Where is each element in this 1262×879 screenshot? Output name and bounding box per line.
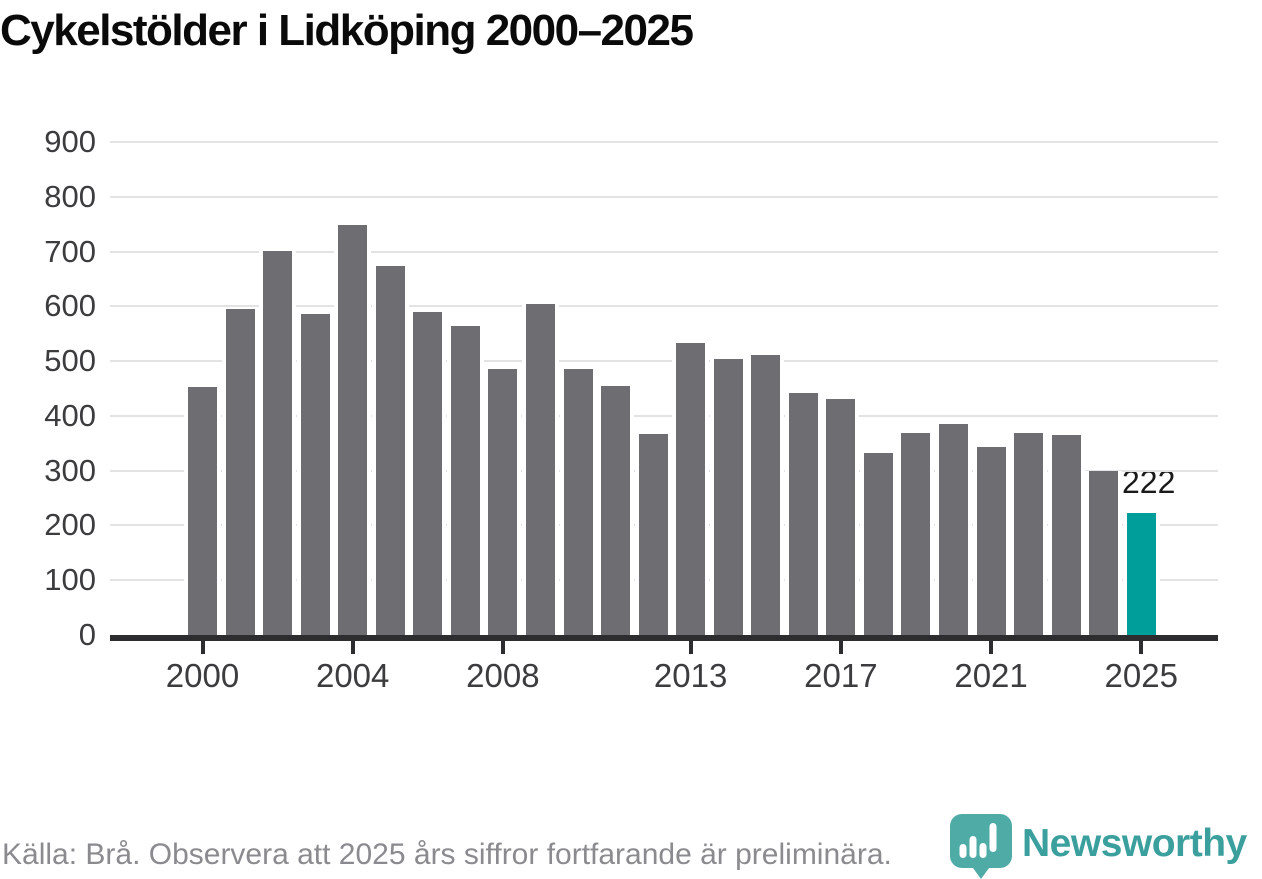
source-note: Källa: Brå. Observera att 2025 års siffr…	[2, 838, 892, 871]
bar-2002	[263, 251, 293, 635]
y-tick-label-900: 900	[44, 124, 96, 159]
bar-2011	[601, 386, 631, 635]
bar-2017	[826, 398, 856, 635]
bar-2014	[713, 359, 743, 635]
bar-2003	[300, 314, 330, 635]
bar-2015	[751, 355, 781, 635]
x-tick-label-2017: 2017	[804, 657, 878, 694]
x-tick-2017	[838, 641, 843, 654]
bar-2024	[1089, 471, 1119, 635]
y-tick-label-700: 700	[44, 233, 96, 269]
bar-2010	[563, 368, 593, 635]
x-tick-2000	[200, 641, 205, 654]
bar-2009	[525, 303, 555, 635]
bar-2004	[338, 225, 368, 635]
bar-chart: 222 0 100 200 300 400 500 600 700 800 900 2000 2004…	[44, 125, 1218, 694]
gridline-400	[110, 414, 1218, 417]
chart-title: Cykelstölder i Lidköping 2000–2025	[0, 6, 694, 55]
x-tick-label-2021: 2021	[954, 657, 1028, 694]
bar-2005	[375, 265, 405, 635]
x-tick-2013	[688, 641, 693, 654]
gridline-800	[110, 195, 1218, 198]
newsworthy-logo: Newsworthy	[946, 810, 1262, 879]
bar-2006	[413, 312, 443, 635]
y-tick-label-0: 0	[78, 617, 96, 652]
bar-2008	[488, 369, 518, 635]
gridline-600	[110, 305, 1218, 308]
x-tick-2004	[350, 641, 355, 654]
y-tick-label-400: 400	[44, 397, 96, 433]
bar-2007	[450, 326, 480, 635]
x-tick-label-2013: 2013	[653, 657, 728, 694]
bar-2000	[188, 386, 217, 635]
x-tick-2021	[989, 641, 994, 654]
x-tick-label-2008: 2008	[466, 657, 540, 694]
bar-2018	[863, 453, 893, 635]
x-tick-label-2004: 2004	[315, 657, 390, 694]
x-axis-line	[110, 635, 1218, 641]
bar-2023	[1051, 435, 1081, 635]
bar-2021	[976, 446, 1006, 635]
bar-2022	[1014, 433, 1044, 635]
y-tick-label-500: 500	[44, 343, 96, 379]
y-tick-label-200: 200	[44, 507, 96, 543]
newsworthy-bubble-barchart-icon	[950, 814, 1012, 879]
bar-2020	[939, 423, 968, 635]
x-tick-label-2025: 2025	[1104, 657, 1178, 694]
y-tick-label-100: 100	[44, 562, 96, 598]
gridline-500	[110, 360, 1218, 363]
x-tick-label-2000: 2000	[165, 657, 240, 694]
bar-2025	[1126, 513, 1156, 635]
bar-2016	[788, 392, 818, 635]
y-tick-label-300: 300	[44, 452, 96, 488]
bar-2001	[225, 309, 255, 635]
gridline-700	[110, 250, 1218, 253]
bar-2012	[638, 433, 668, 635]
newsworthy-wordmark: Newsworthy	[1022, 822, 1247, 865]
y-tick-label-800: 800	[44, 178, 96, 214]
y-tick-label-600: 600	[44, 288, 96, 324]
bar-2019	[901, 433, 931, 635]
bar-2013	[676, 343, 706, 635]
gridline-900	[110, 141, 1218, 143]
x-tick-2025	[1139, 641, 1144, 654]
x-tick-2008	[500, 641, 505, 654]
